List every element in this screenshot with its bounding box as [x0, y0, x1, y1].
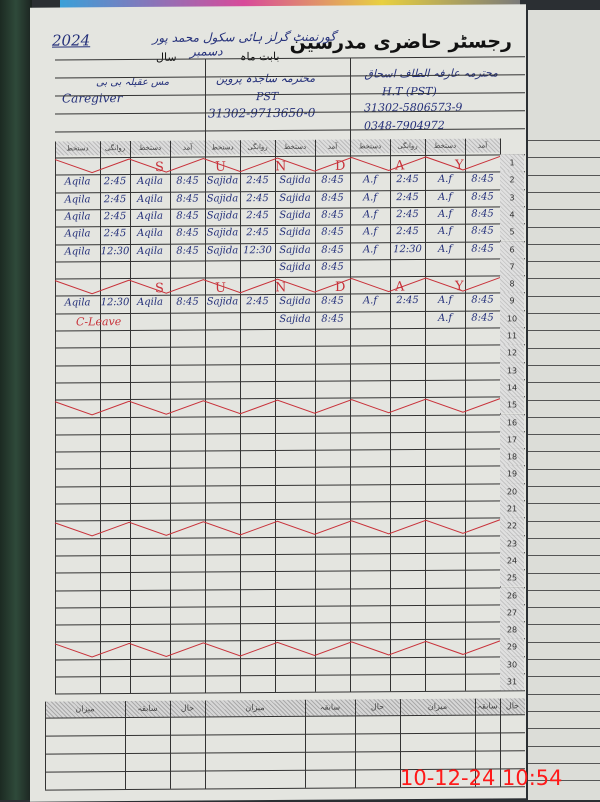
summary-column-rule — [125, 701, 126, 790]
sunday-zigzag — [54, 155, 501, 174]
summary-column-rule — [205, 700, 206, 789]
next-page-rule — [528, 399, 600, 401]
summary-header: حال — [355, 699, 400, 716]
sunday-letter: A — [394, 158, 405, 173]
sunday-letter: D — [335, 280, 345, 295]
next-page-rule — [528, 641, 600, 643]
next-page-rule — [528, 140, 600, 141]
summary-header: سابقہ — [125, 700, 170, 718]
next-page-rule — [528, 693, 600, 695]
next-page-rule — [528, 555, 600, 557]
sunday-letter: A — [394, 280, 405, 295]
photo-timestamp: 10-12-24 10:54 — [400, 766, 563, 790]
next-page-edge — [528, 10, 600, 800]
sunday-letter: D — [335, 159, 345, 174]
sunday-letter: Y — [454, 279, 464, 294]
summary-header: میزان — [400, 698, 475, 716]
next-page-rule — [528, 416, 600, 418]
summary-column-rule — [305, 699, 306, 788]
sunday-letter: N — [275, 159, 286, 174]
next-page-rule — [528, 191, 600, 193]
next-page-rule — [528, 382, 600, 384]
next-page-rule — [528, 607, 600, 609]
next-page-rule — [528, 659, 600, 660]
next-page-rule — [528, 710, 600, 712]
summary-header: سابقہ — [475, 698, 500, 715]
next-page-rule — [528, 295, 600, 297]
next-page-rule — [528, 572, 600, 574]
next-page-rule — [528, 589, 600, 591]
next-page-rule — [528, 434, 600, 436]
next-page-rule — [528, 780, 600, 782]
next-page-rule — [528, 503, 600, 505]
summary-header: حال — [170, 700, 205, 717]
next-page-rule — [528, 209, 600, 211]
register-page: رجسٹر حاضری مدرسین گورنمنٹ گرلز ہائی سکو… — [30, 4, 526, 802]
next-page-rule — [528, 762, 600, 764]
summary-column-rule — [45, 701, 46, 790]
next-page-rule — [528, 243, 600, 245]
sunday-letter: U — [215, 281, 226, 296]
summary-column-rule — [355, 699, 356, 788]
next-page-rule — [528, 520, 600, 522]
sunday-letter: U — [215, 160, 226, 175]
next-page-rule — [528, 261, 600, 263]
next-page-rule — [528, 624, 600, 626]
summary-header: میزان — [45, 701, 125, 718]
next-page-rule — [528, 330, 600, 332]
next-page-rule — [528, 313, 600, 314]
next-page-rule — [528, 364, 600, 366]
summary-header: میزان — [205, 699, 305, 717]
summary-header: سابقہ — [305, 699, 355, 716]
sunday-letter: N — [275, 280, 286, 295]
register-binding — [0, 0, 32, 800]
next-page-rule — [528, 157, 600, 159]
sunday-letter: S — [155, 281, 164, 296]
next-page-rule — [528, 174, 600, 176]
next-page-rule — [528, 468, 600, 470]
sunday-zigzag — [54, 640, 501, 658]
next-page-rule — [528, 226, 600, 228]
sunday-letter: S — [155, 160, 164, 175]
sunday-zigzag — [54, 519, 501, 537]
next-page-rule — [528, 745, 600, 747]
attendance-grid: دستخط روانگی دستخط آمد دستخط روانگی دستخط آمد دس… — [30, 4, 526, 791]
next-page-rule — [528, 451, 600, 453]
sunday-zigzag — [54, 398, 501, 416]
next-page-rule — [528, 347, 600, 349]
summary-column-rule — [170, 700, 171, 789]
sunday-markings: S U N D A Y S U N D A Y — [54, 155, 501, 658]
next-page-rule — [528, 486, 600, 487]
sunday-letter: Y — [454, 158, 464, 173]
next-page-rule — [528, 278, 600, 280]
sunday-zigzag — [54, 277, 501, 295]
summary-header: حال — [500, 698, 525, 715]
next-page-rule — [528, 676, 600, 678]
next-page-rule — [528, 537, 600, 539]
next-page-rule — [528, 728, 600, 730]
leave-note: C-Leave — [76, 315, 122, 329]
